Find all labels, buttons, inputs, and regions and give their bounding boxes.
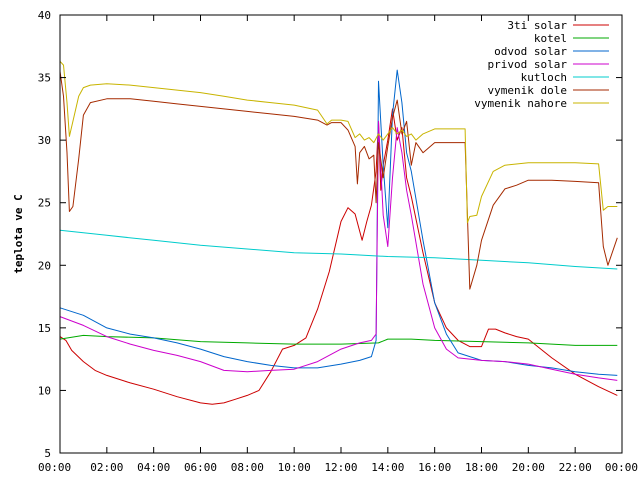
legend-label: 3ti solar — [507, 19, 567, 32]
x-tick-label: 08:00 — [231, 461, 264, 474]
x-axis: 00:00 02:00 04:00 06:00 08:00 10:00 12:00 14:00… — [38, 15, 638, 474]
legend-label: vymenik dole — [488, 84, 567, 97]
series-line-1 — [59, 108, 618, 405]
series-line-6 — [59, 71, 618, 290]
y-axis-title: teplota ve C — [12, 194, 25, 273]
legend-label: odvod solar — [494, 45, 567, 58]
y-tick-label: 10 — [38, 384, 51, 397]
y-tick-label: 5 — [44, 447, 51, 460]
x-tick-label: 14:00 — [371, 461, 404, 474]
x-tick-label: 00:00 — [605, 461, 638, 474]
series-line-5 — [59, 229, 618, 270]
x-tick-label: 02:00 — [90, 461, 123, 474]
y-tick-label: 15 — [38, 322, 51, 335]
legend-label: kotel — [534, 32, 567, 45]
series-line-2 — [59, 334, 618, 346]
x-tick-label: 18:00 — [465, 461, 498, 474]
y-tick-label: 40 — [38, 9, 51, 22]
x-tick-label: 06:00 — [184, 461, 217, 474]
x-tick-label: 04:00 — [137, 461, 170, 474]
y-tick-label: 30 — [38, 134, 51, 147]
series-line-4 — [59, 120, 618, 381]
x-tick-label: 10:00 — [278, 461, 311, 474]
y-axis: 5 10 15 20 25 30 35 40 — [38, 9, 622, 460]
legend-label: kutloch — [521, 71, 567, 84]
series-layer — [59, 60, 618, 405]
y-tick-label: 20 — [38, 259, 51, 272]
series-line-7 — [59, 60, 618, 224]
y-tick-label: 25 — [38, 197, 51, 210]
x-tick-label: 12:00 — [324, 461, 357, 474]
x-tick-label: 16:00 — [418, 461, 451, 474]
legend-label: vymenik nahore — [474, 97, 567, 110]
x-tick-label: 00:00 — [38, 461, 71, 474]
y-tick-label: 35 — [38, 72, 51, 85]
legend-label: privod solar — [488, 58, 568, 71]
x-tick-label: 22:00 — [559, 461, 592, 474]
x-tick-label: 20:00 — [512, 461, 545, 474]
